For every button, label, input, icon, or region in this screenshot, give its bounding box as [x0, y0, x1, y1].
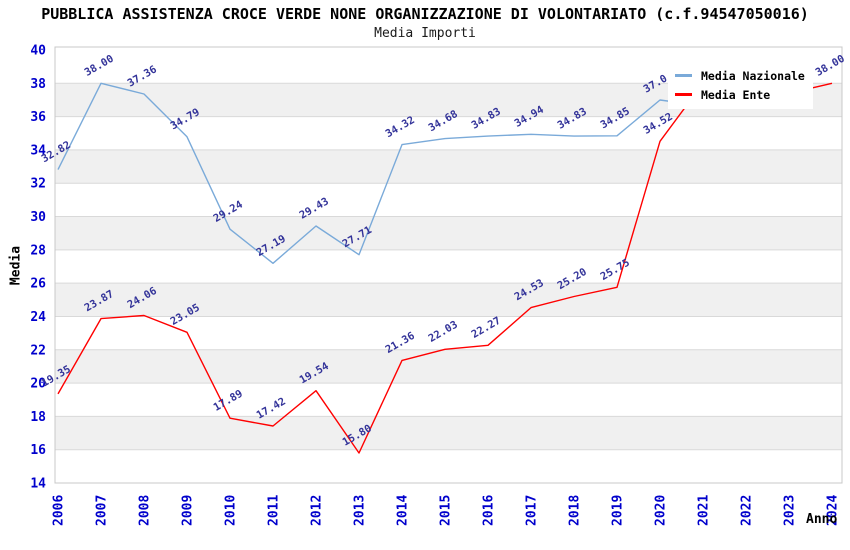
plot-band — [55, 416, 842, 450]
chart-title: PUBBLICA ASSISTENZA CROCE VERDE NONE ORG… — [41, 5, 809, 23]
x-tick-label: 2014 — [396, 495, 411, 526]
x-tick-label: 2024 — [826, 495, 841, 526]
x-axis-title: Anno — [806, 512, 838, 527]
plot-band — [55, 216, 842, 250]
y-tick-label: 32 — [30, 177, 46, 192]
x-tick-label: 2006 — [52, 495, 67, 526]
point-label: 25.75 — [599, 257, 632, 283]
x-tick-label: 2018 — [568, 495, 583, 526]
y-tick-label: 26 — [30, 277, 46, 292]
y-tick-label: 36 — [30, 110, 46, 125]
y-tick-label: 20 — [30, 377, 46, 392]
y-tick-label: 30 — [30, 210, 46, 225]
x-tick-label: 2012 — [310, 495, 325, 526]
plot-band — [55, 349, 842, 384]
plot-band — [55, 149, 842, 184]
x-tick-label: 2007 — [95, 495, 110, 526]
y-tick-label: 16 — [30, 443, 46, 458]
blue-line-icon — [675, 74, 692, 77]
point-label: 22.03 — [427, 319, 460, 345]
x-tick-label: 2008 — [138, 495, 153, 526]
y-tick-label: 34 — [30, 143, 46, 158]
point-label: 34.32 — [384, 114, 417, 140]
x-tick-label: 2021 — [697, 495, 712, 526]
x-tick-label: 2013 — [353, 495, 368, 526]
y-tick-label: 24 — [30, 310, 46, 325]
legend-label: Media Ente — [701, 87, 771, 102]
x-tick-label: 2023 — [783, 495, 798, 526]
x-tick-label: 2022 — [740, 495, 755, 526]
point-label: 38.00 — [83, 53, 116, 79]
y-tick-label: 18 — [30, 410, 46, 425]
y-axis-title: Media — [8, 245, 24, 286]
y-tick-label: 38 — [30, 77, 46, 92]
chart-subtitle: Media Importi — [374, 26, 476, 41]
red-line-icon — [675, 93, 692, 96]
x-tick-label: 2010 — [224, 495, 239, 526]
y-tick-label: 40 — [30, 44, 46, 59]
x-tick-label: 2017 — [525, 495, 540, 526]
x-tick-label: 2019 — [611, 495, 626, 526]
x-tick-label: 2009 — [181, 495, 196, 526]
x-tick-label: 2016 — [482, 495, 497, 526]
x-tick-label: 2020 — [654, 495, 669, 526]
legend-item-media-ente: Media Ente — [675, 85, 805, 104]
y-tick-label: 22 — [30, 343, 46, 358]
legend: Media Nazionale Media Ente — [668, 61, 813, 109]
plot-border — [54, 46, 843, 484]
x-tick-label: 2011 — [267, 495, 282, 526]
legend-item-media-nazionale: Media Nazionale — [675, 66, 805, 85]
series-line-media-nazionale — [57, 82, 747, 264]
legend-label: Media Nazionale — [701, 68, 805, 83]
x-tick-label: 2015 — [439, 495, 454, 526]
plot-band — [55, 283, 842, 317]
y-tick-label: 14 — [30, 477, 46, 492]
y-tick-label: 28 — [30, 243, 46, 258]
